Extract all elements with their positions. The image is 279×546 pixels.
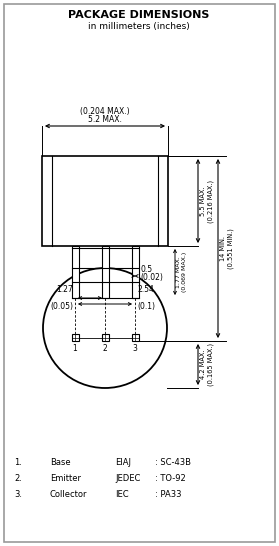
Text: 5.2 MAX.: 5.2 MAX. xyxy=(88,115,122,124)
Bar xyxy=(71,246,78,298)
Text: 1.27: 1.27 xyxy=(56,285,73,294)
FancyBboxPatch shape xyxy=(71,334,78,341)
Text: 2.: 2. xyxy=(14,474,22,483)
Text: PACKAGE DIMENSIONS: PACKAGE DIMENSIONS xyxy=(68,10,210,20)
Text: 5.5 MAX.: 5.5 MAX. xyxy=(200,186,206,216)
Text: Emitter: Emitter xyxy=(50,474,81,483)
Text: 1.77 MAX.: 1.77 MAX. xyxy=(176,256,181,288)
Text: Collector: Collector xyxy=(50,490,88,499)
Text: 3.: 3. xyxy=(14,490,22,499)
Text: : SC-43B: : SC-43B xyxy=(155,458,191,467)
Text: IEC: IEC xyxy=(115,490,129,499)
FancyBboxPatch shape xyxy=(102,334,109,341)
Text: (0.204 MAX.): (0.204 MAX.) xyxy=(80,107,130,116)
Text: 2.54: 2.54 xyxy=(137,285,154,294)
Text: (0.216 MAX.): (0.216 MAX.) xyxy=(207,180,213,223)
Text: (0.069 MAX.): (0.069 MAX.) xyxy=(182,252,187,292)
Bar xyxy=(102,246,109,298)
Bar xyxy=(131,246,138,298)
Text: (0.1): (0.1) xyxy=(137,302,155,311)
Text: 4.2 MAX.: 4.2 MAX. xyxy=(200,350,206,379)
Text: 1.: 1. xyxy=(14,458,22,467)
Text: in millimeters (inches): in millimeters (inches) xyxy=(88,22,190,31)
Text: 2: 2 xyxy=(103,344,107,353)
Text: (0.05): (0.05) xyxy=(50,302,73,311)
Text: 3: 3 xyxy=(133,344,138,353)
Text: JEDEC: JEDEC xyxy=(115,474,140,483)
Text: (0.02): (0.02) xyxy=(141,273,163,282)
Text: : TO-92: : TO-92 xyxy=(155,474,186,483)
Text: Base: Base xyxy=(50,458,71,467)
Bar xyxy=(42,156,168,246)
Text: : PA33: : PA33 xyxy=(155,490,182,499)
Text: EIAJ: EIAJ xyxy=(115,458,131,467)
FancyBboxPatch shape xyxy=(131,334,138,341)
Text: 14 MIN.: 14 MIN. xyxy=(220,236,226,261)
Text: 1: 1 xyxy=(73,344,77,353)
Text: (0.165 MAX.): (0.165 MAX.) xyxy=(207,343,213,386)
Text: 0.5: 0.5 xyxy=(141,265,153,274)
Text: (0.551 MIN.): (0.551 MIN.) xyxy=(227,228,234,269)
